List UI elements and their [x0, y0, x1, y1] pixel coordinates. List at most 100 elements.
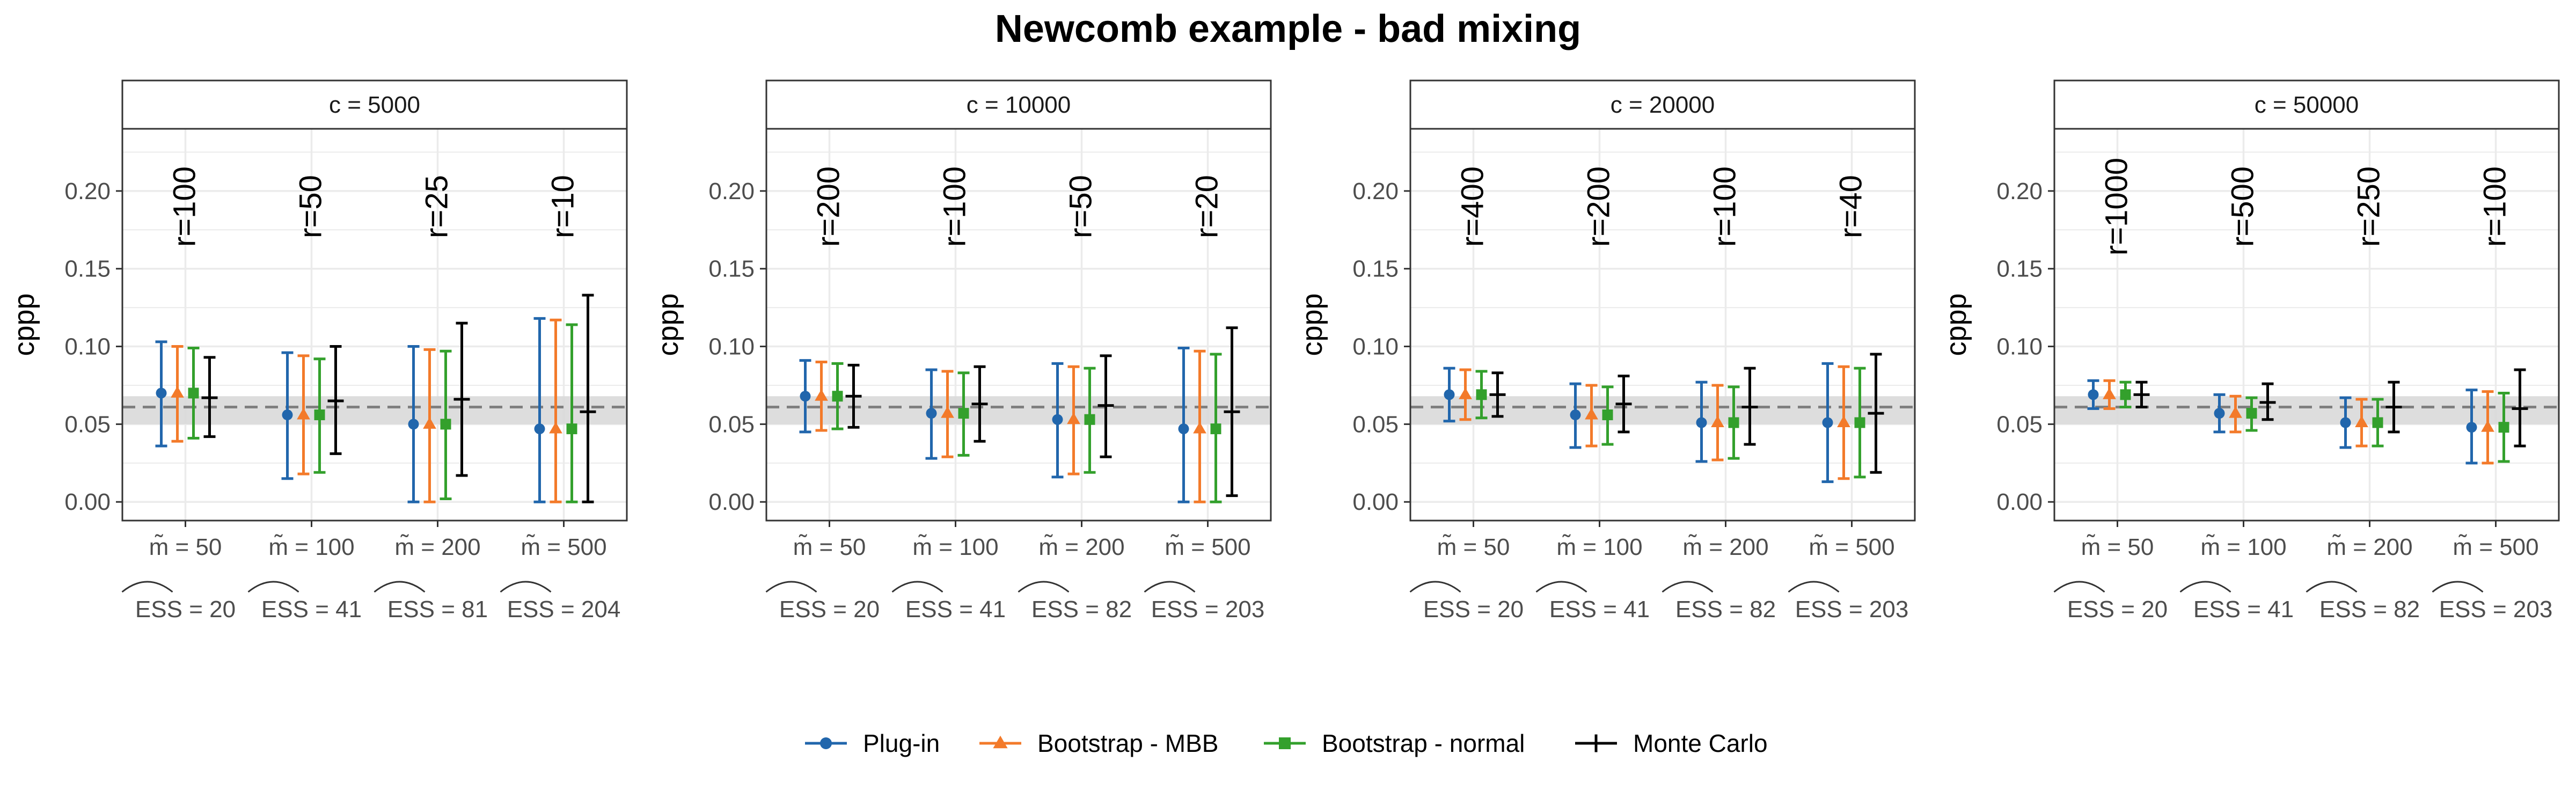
- r-label: r=50: [1064, 175, 1099, 238]
- point-plugin: [156, 387, 167, 399]
- ess-hat: [1535, 581, 1587, 593]
- y-tick-label: 0.00: [64, 489, 111, 515]
- y-tick-label: 0.10: [64, 334, 111, 360]
- facet-panel-4: r=1000 m̃ = 50 ESS = 20 r=500 m̃ = 100 ESS = …: [1940, 79, 2560, 623]
- point-plugin: [2088, 389, 2099, 400]
- r-label: r=40: [1834, 175, 1869, 238]
- legend-item-normal: Bootstrap - normal: [1264, 729, 1525, 757]
- r-label: r=100: [167, 166, 202, 247]
- x-tick-label: m̃ = 100: [2200, 534, 2286, 560]
- point-normal: [2498, 422, 2509, 433]
- ess-label: ESS = 82: [1031, 596, 1132, 623]
- ess-hat: [2306, 581, 2358, 593]
- strip-box: [121, 79, 628, 130]
- y-tick-label: 0.10: [708, 334, 755, 360]
- point-mbb: [1067, 412, 1080, 425]
- strip-label: c = 10000: [967, 92, 1071, 118]
- y-tick-label: 0.05: [1352, 411, 1399, 437]
- point-normal: [958, 408, 969, 419]
- x-tick-label: m̃ = 200: [1038, 534, 1124, 560]
- point-normal: [188, 387, 199, 399]
- ess-label: ESS = 82: [2319, 596, 2420, 623]
- ess-label: ESS = 41: [2193, 596, 2294, 623]
- point-mbb: [1585, 408, 1598, 420]
- point-normal: [2372, 417, 2383, 428]
- ess-label: ESS = 41: [1549, 596, 1650, 623]
- ess-label: ESS = 204: [507, 596, 621, 623]
- x-tick-label: m̃ = 50: [2081, 534, 2154, 560]
- point-mbb: [2103, 387, 2116, 399]
- y-tick-label: 0.05: [1996, 411, 2043, 437]
- facet-panel-1: r=100 m̃ = 50 ESS = 20 r=50 m̃ = 100 ESS = 41…: [8, 79, 628, 623]
- r-label: r=400: [1455, 166, 1490, 247]
- ess-label: ESS = 203: [2439, 596, 2553, 623]
- ess-label: ESS = 20: [2067, 596, 2168, 623]
- r-label: r=200: [1582, 166, 1616, 247]
- ess-label: ESS = 203: [1795, 596, 1909, 623]
- legend-item-plugin: Plug-in: [805, 729, 940, 757]
- point-mbb: [1193, 422, 1206, 434]
- reference-band: [2054, 396, 2559, 425]
- y-tick-label: 0.15: [708, 256, 755, 282]
- point-normal: [440, 419, 451, 430]
- ess-hat: [2432, 581, 2484, 593]
- y-tick-label: 0.20: [1996, 178, 2043, 204]
- point-mbb: [2229, 406, 2242, 418]
- facet-panel-3: r=400 m̃ = 50 ESS = 20 r=200 m̃ = 100 ESS = 4…: [1296, 79, 1916, 623]
- y-tick-label: 0.20: [64, 178, 111, 204]
- ess-hat: [247, 581, 299, 593]
- x-tick-label: m̃ = 100: [268, 534, 354, 560]
- reference-band: [122, 396, 627, 425]
- r-label: r=20: [1190, 175, 1225, 238]
- x-tick-label: m̃ = 50: [793, 534, 866, 560]
- r-label: r=10: [546, 175, 581, 238]
- point-mbb: [171, 386, 184, 398]
- point-mbb: [1459, 387, 1472, 399]
- plot-background: [2054, 129, 2559, 521]
- ess-hat: [1409, 581, 1461, 593]
- point-plugin: [1178, 423, 1189, 435]
- x-tick-label: m̃ = 100: [1556, 534, 1642, 560]
- point-plugin: [1822, 417, 1833, 428]
- x-tick-label: m̃ = 100: [912, 534, 998, 560]
- y-axis-label: cppp: [8, 293, 40, 356]
- ess-hat: [500, 581, 552, 593]
- chart-title: Newcomb example - bad mixing: [995, 8, 1581, 50]
- strip-box: [2053, 79, 2560, 130]
- y-axis-label: cppp: [1296, 293, 1328, 356]
- ess-hat: [1018, 581, 1070, 593]
- legend-label: Bootstrap - MBB: [1037, 729, 1218, 757]
- legend: Plug-in Bootstrap - MBB Bootstrap - normal…: [805, 729, 1768, 757]
- ess-label: ESS = 82: [1675, 596, 1776, 623]
- strip-label: c = 20000: [1611, 92, 1715, 118]
- ess-label: ESS = 41: [905, 596, 1006, 623]
- panels: r=100 m̃ = 50 ESS = 20 r=50 m̃ = 100 ESS = 41…: [8, 79, 2560, 623]
- legend-label: Bootstrap - normal: [1322, 729, 1525, 757]
- r-label: r=50: [294, 175, 328, 238]
- ess-label: ESS = 20: [135, 596, 236, 623]
- x-tick-label: m̃ = 200: [1682, 534, 1768, 560]
- point-normal: [2120, 389, 2131, 400]
- y-tick-label: 0.05: [708, 411, 755, 437]
- y-tick-label: 0.00: [708, 489, 755, 515]
- r-label: r=100: [2478, 166, 2513, 247]
- point-plugin: [1696, 417, 1707, 428]
- point-plugin: [1570, 409, 1581, 421]
- point-normal: [1602, 409, 1613, 421]
- point-mbb: [297, 408, 310, 420]
- legend-marker: [820, 737, 832, 749]
- y-tick-label: 0.20: [1352, 178, 1399, 204]
- r-label: r=100: [1708, 166, 1743, 247]
- legend-item-montecarlo: Monte Carlo: [1575, 729, 1768, 757]
- point-normal: [1728, 417, 1739, 428]
- r-label: r=500: [2226, 166, 2260, 247]
- x-tick-label: m̃ = 50: [1437, 534, 1510, 560]
- plot-background: [122, 129, 627, 521]
- point-mbb: [2355, 415, 2368, 427]
- r-label: r=100: [938, 166, 972, 247]
- plot-background: [766, 129, 1271, 521]
- x-tick-label: m̃ = 500: [521, 534, 606, 560]
- ess-hat: [2053, 581, 2105, 593]
- point-mbb: [549, 422, 562, 434]
